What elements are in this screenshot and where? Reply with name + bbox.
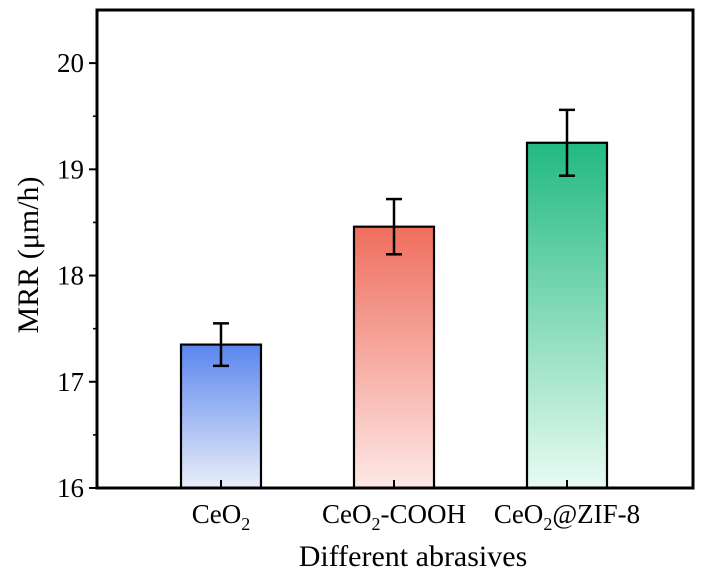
- y-tick-label-17: 17: [57, 367, 84, 397]
- y-tick-label-16: 16: [57, 473, 84, 503]
- y-axis-ticks: 16 17 18 19 20: [57, 48, 97, 503]
- error-bars-layer: [213, 108, 575, 368]
- error-bar-CeO2@ZIF-8: [559, 108, 575, 177]
- bar-CeO2: [179, 343, 263, 490]
- x-tick-label-CeO2@ZIF-8: CeO2@ZIF-8: [494, 499, 640, 534]
- bar-CeO2-COOH: [352, 225, 436, 490]
- y-tick-label-20: 20: [57, 48, 84, 78]
- x-tick-label-CeO2-COOH: CeO2-COOH: [322, 499, 466, 534]
- error-bar-CeO2: [213, 322, 229, 368]
- error-bar-CeO2-COOH: [386, 197, 402, 256]
- y-axis-title: MRR (μm/h): [12, 177, 45, 334]
- y-tick-label-19: 19: [57, 154, 84, 184]
- y-tick-label-18: 18: [57, 261, 84, 291]
- bars-layer: [179, 141, 609, 490]
- x-axis-ticks: CeO2 CeO2-COOH CeO2@ZIF-8: [192, 480, 640, 534]
- x-tick-label-CeO2: CeO2: [192, 499, 251, 534]
- x-axis-title: Different abrasives: [299, 540, 528, 573]
- bar-CeO2@ZIF-8: [525, 141, 609, 490]
